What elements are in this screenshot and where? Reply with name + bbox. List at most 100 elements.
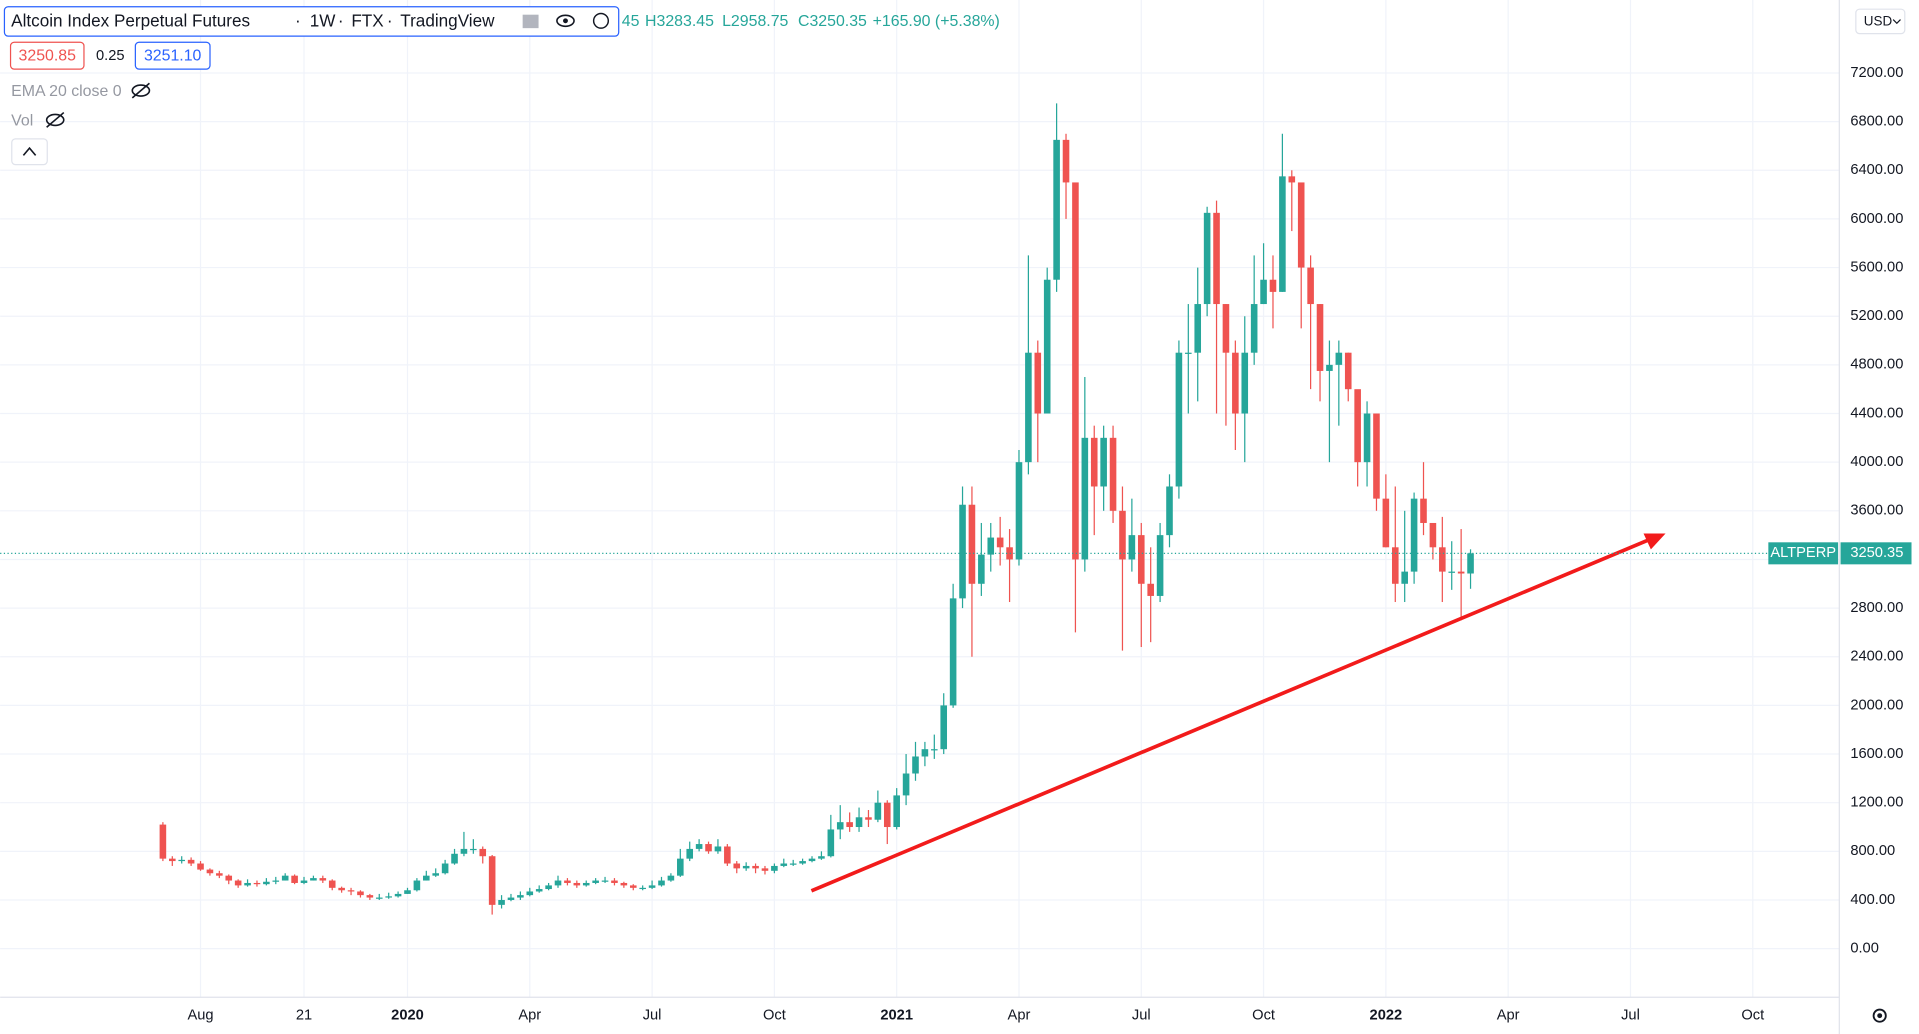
candle-body: [921, 749, 929, 757]
settings-center: [1877, 1013, 1883, 1019]
candle-body: [451, 853, 458, 864]
x-tick-label: Jul: [1621, 1008, 1640, 1024]
candle-body: [178, 859, 186, 862]
candle-body: [423, 875, 430, 881]
hidden-icon[interactable]: [131, 82, 151, 99]
candle-body: [1373, 413, 1380, 499]
candle-body: [441, 863, 449, 874]
candle-body: [498, 899, 505, 905]
candle-body: [1015, 462, 1023, 560]
y-tick-label: 1200.00: [1850, 795, 1903, 811]
price-tag: [1840, 542, 1912, 565]
candle-body: [1156, 535, 1164, 596]
x-tick-label: 2020: [391, 1008, 424, 1024]
candle-body: [488, 856, 496, 905]
x-tick-label: 2022: [1370, 1008, 1403, 1024]
y-tick-label: 1600.00: [1850, 746, 1903, 762]
candle-body: [517, 895, 524, 898]
candle-body: [253, 882, 261, 885]
trend-arrow-head: [1643, 533, 1666, 550]
candle-body: [347, 890, 355, 892]
readout-low: L2958.75: [722, 13, 788, 30]
x-tick-label: Oct: [763, 1008, 786, 1024]
symbol-tag: [1768, 542, 1839, 565]
close-icon[interactable]: [592, 12, 610, 29]
x-tick-label: Jul: [643, 1008, 662, 1024]
currency-button[interactable]: [1855, 8, 1906, 35]
candle-body: [752, 865, 759, 869]
eye-icon[interactable]: [556, 14, 575, 28]
candle-body: [263, 881, 270, 885]
bid: 3250.85: [19, 47, 77, 64]
trend-line[interactable]: [810, 536, 1653, 893]
candle-body: [1307, 267, 1314, 305]
candle-body: [197, 863, 204, 870]
candle-body: [1401, 571, 1408, 584]
candle-body: [291, 875, 298, 883]
x-tick-label: Oct: [1252, 1008, 1275, 1024]
candle-body: [705, 844, 712, 852]
candle-body: [1260, 279, 1267, 305]
candle-body: [912, 756, 919, 774]
candle-body: [1128, 535, 1136, 560]
candle-body: [996, 537, 1004, 548]
candle-body: [865, 817, 872, 820]
eye-pupil: [563, 18, 568, 24]
y-tick-label: 5200.00: [1850, 308, 1903, 324]
collapse-button[interactable]: [11, 138, 48, 166]
candle-body: [780, 863, 788, 866]
candle-body: [827, 829, 835, 857]
buy-button[interactable]: [134, 41, 211, 70]
indicator-ema[interactable]: EMA 20 close 0: [11, 83, 122, 100]
hidden-icon[interactable]: [45, 111, 65, 128]
candle-body: [300, 880, 308, 883]
y-tick-label: 0.00: [1850, 941, 1879, 957]
candle-body: [677, 858, 684, 876]
x-tick-label: 21: [296, 1008, 312, 1024]
x-tick-label: 2021: [880, 1008, 913, 1024]
y-tick-label: 2800.00: [1850, 600, 1903, 616]
indicator-vol[interactable]: Vol: [11, 112, 33, 129]
separator: ·: [295, 11, 301, 31]
candles: [159, 103, 1474, 915]
candle-body: [1382, 498, 1390, 548]
exchange: FTX: [351, 11, 384, 31]
y-tick-label: 4400.00: [1850, 405, 1903, 421]
spread: 0.25: [96, 48, 125, 64]
candle-body: [629, 885, 637, 888]
candle-body: [479, 848, 487, 857]
candle-body: [394, 893, 402, 897]
candle-body: [1185, 352, 1192, 354]
candle-body: [846, 822, 853, 828]
candle-body: [328, 880, 336, 888]
candle-body: [310, 878, 317, 881]
y-tick-label: 2400.00: [1850, 649, 1903, 665]
candle-body: [1147, 583, 1154, 596]
candle-body: [1072, 182, 1079, 560]
candle-body: [1335, 352, 1343, 365]
price-tag-label: 3250.35: [1850, 545, 1903, 561]
x-tick-label: Apr: [518, 1008, 541, 1024]
readout-close: C3250.35: [798, 13, 867, 30]
candle-body: [1279, 176, 1286, 292]
candle-body: [573, 882, 581, 886]
candle-body: [1203, 212, 1211, 305]
currency: USD: [1864, 14, 1893, 29]
flag-icon[interactable]: [522, 14, 539, 29]
settings-icon[interactable]: [1872, 1008, 1887, 1023]
sell-button[interactable]: [9, 41, 85, 70]
candle-body: [1288, 176, 1296, 183]
candle-body: [206, 869, 214, 874]
candle-body: [366, 895, 374, 898]
candle-body: [695, 844, 703, 849]
candle-body: [338, 887, 345, 891]
title-box[interactable]: [3, 6, 620, 37]
candle-body: [658, 880, 665, 886]
candle-body: [1053, 139, 1060, 280]
candle-body: [1250, 304, 1258, 353]
candle-body: [470, 848, 477, 851]
candle-body: [432, 873, 440, 876]
candle-body: [1232, 352, 1239, 414]
